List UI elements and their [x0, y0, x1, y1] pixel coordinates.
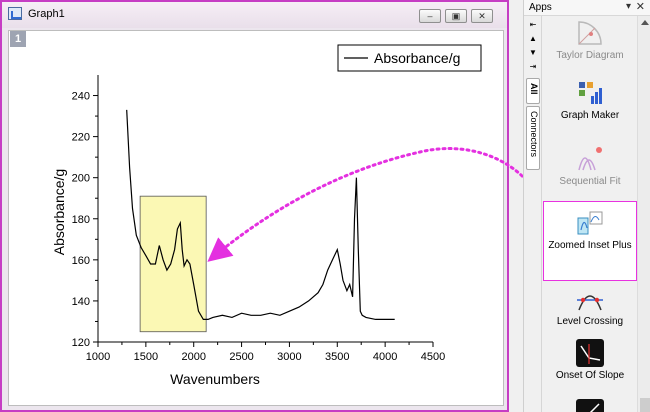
x-tick-label: 1000: [86, 351, 110, 363]
x-tick-label: 2500: [229, 351, 253, 363]
app-label: Zoomed Inset Plus: [548, 240, 632, 251]
apps-title: Apps: [529, 2, 552, 13]
taylor-diagram-icon: [578, 21, 602, 45]
x-tick-label: 2000: [181, 351, 205, 363]
x-tick-label: 3000: [277, 351, 301, 363]
graph-window[interactable]: Graph1 – ▣ ✕ 1000 1500 2000 2500 3000 3500 400…: [0, 0, 509, 412]
y-tick-label: 220: [72, 132, 90, 144]
next-app-icon: [576, 399, 604, 412]
y-tick-label: 140: [72, 296, 90, 308]
app-label: Onset Of Slope: [555, 370, 625, 381]
graph-maker-icon: [579, 82, 602, 104]
close-panel-icon[interactable]: ✕: [635, 1, 645, 13]
scroll-down-icon[interactable]: ▼: [529, 48, 537, 57]
app-label: Sequential Fit: [559, 176, 621, 187]
apps-vertical-tabs: ⇤ ▲ ▼ ⇥ All Connectors: [524, 16, 542, 412]
legend-label: Absorbance/g: [374, 50, 460, 66]
sequential-fit-icon: [578, 147, 602, 171]
tab-connectors-label: Connectors: [529, 111, 539, 158]
close-button[interactable]: ✕: [471, 9, 493, 23]
tab-connectors[interactable]: Connectors: [526, 106, 540, 170]
app-zoomed-inset-plus[interactable]: Zoomed Inset Plus: [543, 201, 637, 281]
scroll-top-icon[interactable]: ⇤: [529, 20, 537, 29]
restore-button[interactable]: ▣: [445, 9, 467, 23]
x-tick-label: 4000: [373, 351, 397, 363]
app-graph-maker[interactable]: Graph Maker: [543, 78, 637, 122]
series-line: [126, 109, 395, 320]
pin-icon[interactable]: ▾: [625, 1, 631, 12]
graph-plot[interactable]: 1000 1500 2000 2500 3000 3500 4000 4500 120 140 16…: [9, 31, 503, 405]
graph-page[interactable]: 1000 1500 2000 2500 3000 3500 4000 4500 120 140 16…: [8, 30, 504, 406]
app-sequential-fit[interactable]: Sequential Fit: [543, 144, 637, 188]
y-tick-label: 180: [72, 214, 90, 226]
app-label: Graph Maker: [560, 110, 620, 121]
apps-header: Apps ▾ ✕: [524, 0, 650, 16]
scrollbar-thumb[interactable]: [640, 398, 650, 412]
onset-of-slope-icon: [576, 339, 604, 367]
x-tick-label: 1500: [134, 351, 158, 363]
graph-titlebar[interactable]: Graph1 – ▣ ✕: [2, 2, 507, 28]
scroll-up-arrow-icon[interactable]: [641, 20, 649, 25]
scroll-up-icon[interactable]: ▲: [529, 34, 537, 43]
x-tick-label: 3500: [325, 351, 349, 363]
legend-box: [337, 44, 482, 72]
scroll-bottom-icon[interactable]: ⇥: [529, 62, 537, 71]
y-tick-label: 200: [72, 173, 90, 185]
graph-window-title: Graph1: [28, 8, 65, 20]
app-label: Taylor Diagram: [556, 50, 624, 61]
y-axis-label: Absorbance/g: [51, 169, 67, 255]
tab-all-label: All: [529, 83, 539, 95]
zoomed-inset-plus-icon: [577, 211, 603, 235]
y-tick-label: 120: [72, 337, 90, 349]
level-crossing-icon: [577, 295, 603, 311]
app-partial-next[interactable]: [543, 398, 637, 412]
x-axis-label: Wavenumbers: [170, 371, 260, 387]
page-number-tab[interactable]: 1: [10, 31, 26, 47]
app-label: Level Crossing: [556, 316, 624, 327]
graph-icon: [8, 7, 22, 20]
x-tick-label: 4500: [421, 351, 445, 363]
apps-list: Taylor Diagram Graph Maker: [543, 16, 637, 412]
apps-panel: Apps ▾ ✕ ⇤ ▲ ▼ ⇥ All Connectors Taylor D…: [523, 0, 650, 412]
app-taylor-diagram[interactable]: Taylor Diagram: [543, 18, 637, 66]
app-level-crossing[interactable]: Level Crossing: [543, 284, 637, 334]
app-onset-of-slope[interactable]: Onset Of Slope: [543, 338, 637, 394]
y-tick-label: 240: [72, 91, 90, 103]
tab-all[interactable]: All: [526, 78, 540, 104]
minimize-button[interactable]: –: [419, 9, 441, 23]
y-tick-label: 160: [72, 255, 90, 267]
apps-scrollbar[interactable]: [637, 16, 650, 412]
